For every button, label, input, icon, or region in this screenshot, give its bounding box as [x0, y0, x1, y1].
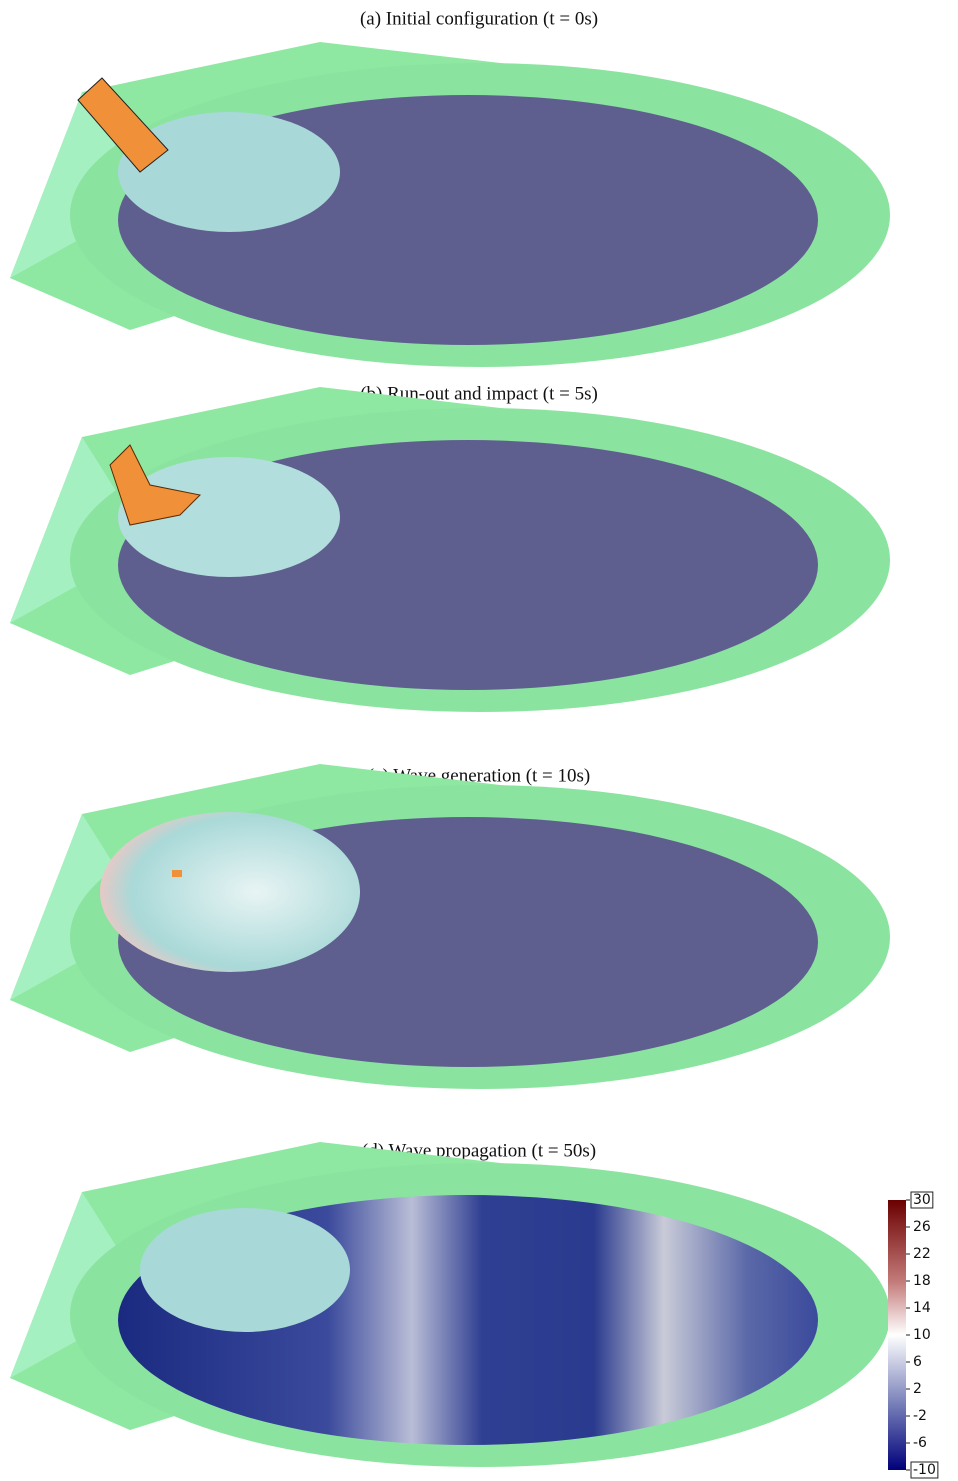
colorbar-tick-label: 2 — [913, 1381, 922, 1397]
panel-render — [10, 42, 890, 367]
slide-area — [118, 457, 340, 577]
landslide-block — [77, 77, 169, 173]
colorbar-tick-label: 10 — [913, 1327, 931, 1343]
debris — [109, 444, 202, 526]
colorbar-tick-label: -2 — [913, 1408, 927, 1424]
colorbar-tick-label: 6 — [913, 1354, 922, 1370]
colorbar-tick-label: 22 — [913, 1246, 931, 1262]
colorbar-tick-label: 26 — [913, 1219, 931, 1235]
panel-caption: (a) Initial configuration (t = 0s) — [360, 8, 598, 29]
colorbar-tick-label: 30 — [913, 1192, 931, 1208]
slide-area — [118, 112, 340, 232]
colorbar — [888, 1200, 906, 1470]
colorbar-tick-label: -6 — [913, 1435, 927, 1451]
colorbar-tick-label: -10 — [913, 1462, 936, 1478]
label-box — [910, 1461, 939, 1479]
slide-area — [140, 1208, 350, 1332]
label-box — [910, 1191, 934, 1209]
panel-render — [10, 1142, 890, 1467]
debris — [172, 870, 182, 877]
panel-render — [10, 764, 890, 1089]
splash — [100, 812, 360, 972]
colorbar-tick-label: 14 — [913, 1300, 931, 1316]
panel-render — [10, 387, 890, 712]
colorbar-tick-label: 18 — [913, 1273, 931, 1289]
